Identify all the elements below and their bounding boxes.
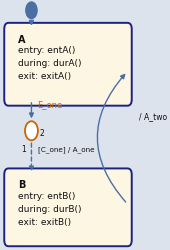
Text: / A_two: / A_two: [139, 112, 167, 121]
FancyBboxPatch shape: [4, 24, 132, 106]
Text: 2: 2: [40, 128, 45, 137]
Circle shape: [26, 3, 37, 20]
Text: entry: entA()
during: durA()
exit: exitA(): entry: entA() during: durA() exit: exitA…: [18, 46, 81, 81]
Circle shape: [25, 122, 38, 141]
Text: A: A: [18, 34, 25, 44]
Text: 1: 1: [22, 144, 26, 153]
Text: B: B: [18, 180, 25, 190]
FancyBboxPatch shape: [4, 169, 132, 246]
FancyArrowPatch shape: [97, 75, 126, 202]
Text: E_one: E_one: [37, 100, 63, 109]
Text: entry: entB()
during: durB()
exit: exitB(): entry: entB() during: durB() exit: exitB…: [18, 191, 81, 226]
Text: [C_one] / A_one: [C_one] / A_one: [38, 146, 95, 152]
